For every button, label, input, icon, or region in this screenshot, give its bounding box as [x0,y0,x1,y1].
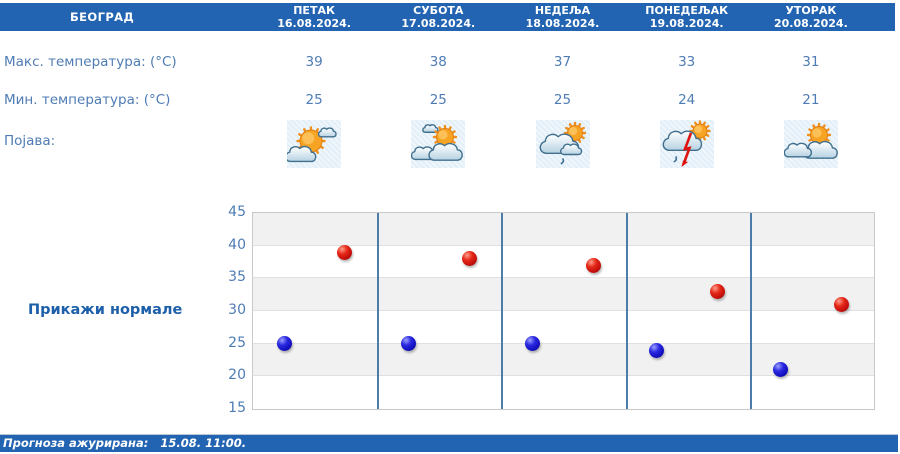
day-name: ПЕТАК [293,4,335,17]
max-temp-dot-3 [585,257,601,273]
forecast-updated-bar: Прогноза ажурирана: 15.08. 11:00. [0,434,898,452]
city-name: БЕОГРАД [70,10,135,24]
max-temp-row-label: Макс. температура: (°C) [4,54,177,70]
phenomenon-row-label: Појава: [4,133,56,149]
chart-band [253,278,874,311]
day-header-3: НЕДЕЉА 18.08.2024. [500,3,624,31]
day-header-4: ПОНЕДЕЉАК 19.08.2024. [625,3,749,31]
y-axis-tick-45: 45 [228,204,246,220]
min-temp-value-3: 25 [553,92,572,108]
min-temp-dot-4 [649,342,665,358]
min-temp-value-4: 24 [678,92,696,108]
forecast-header-bar: БЕОГРАД ПЕТАК 16.08.2024. СУБОТА 17.08.20… [0,3,895,31]
cloudy-sun-thunderstorm-icon [659,120,714,168]
day-header-1: ПЕТАК 16.08.2024. [252,3,376,31]
forecast-updated-time: 15.08. 11:00. [160,436,247,450]
day-date: 16.08.2024. [277,17,351,30]
max-temp-value-3: 37 [553,54,572,70]
min-temp-row-label: Мин. температура: (°C) [4,92,171,108]
day-separator-line [377,213,380,409]
day-name: НЕДЕЉА [534,4,591,17]
day-date: 20.08.2024. [774,17,848,30]
day-separator-line [625,213,628,409]
y-axis-tick-25: 25 [228,334,246,351]
day-header-2: СУБОТА 17.08.2024. [376,3,500,31]
max-temp-value-1: 39 [305,54,323,70]
y-axis-tick-15: 15 [228,400,246,416]
max-temp-dot-2 [461,251,477,267]
max-temp-value-4: 33 [678,54,696,70]
clouds-with-sun-icon [783,120,838,168]
min-temp-dot-2 [400,336,416,352]
max-temp-value-5: 31 [802,54,820,70]
day-separator-line [501,213,504,409]
day-name: СУБОТА [413,4,464,17]
min-temp-value-5: 21 [802,92,820,108]
chart-band [253,213,874,246]
cloudy-sun-light-rain-icon [535,120,590,168]
min-temp-dot-3 [524,336,540,352]
y-axis-tick-20: 20 [228,367,246,384]
min-temp-value-2: 25 [429,92,447,108]
chart-band [253,311,874,344]
max-temp-dot-5 [834,296,850,312]
min-temp-dot-5 [773,362,789,378]
min-temp-dot-1 [276,336,292,352]
min-temp-value-1: 25 [305,92,323,108]
y-axis-tick-35: 35 [228,269,246,286]
day-name: УТОРАК [785,4,837,17]
chart-band [253,246,874,279]
forecast-updated-label: Прогноза ажурирана: [3,436,149,450]
y-axis-tick-40: 40 [228,236,246,253]
chart-band [253,376,874,409]
temperature-chart-plot [252,212,875,410]
day-date: 18.08.2024. [525,17,600,30]
y-axis-tick-30: 30 [228,302,246,318]
day-date: 17.08.2024. [401,17,476,30]
chart-band [253,343,874,377]
day-name: ПОНЕДЕЉАК [645,4,729,17]
max-temp-dot-1 [337,244,353,260]
sun-with-clouds-icon [287,120,342,168]
max-temp-value-2: 38 [429,54,447,70]
increasing-clouds-sun-icon [411,120,466,168]
day-date: 19.08.2024. [649,17,724,30]
day-separator-line [749,213,752,409]
show-normals-link[interactable]: Прикажи нормале [28,302,183,318]
day-header-5: УТОРАК 20.08.2024. [749,3,873,31]
max-temp-dot-4 [710,283,725,299]
